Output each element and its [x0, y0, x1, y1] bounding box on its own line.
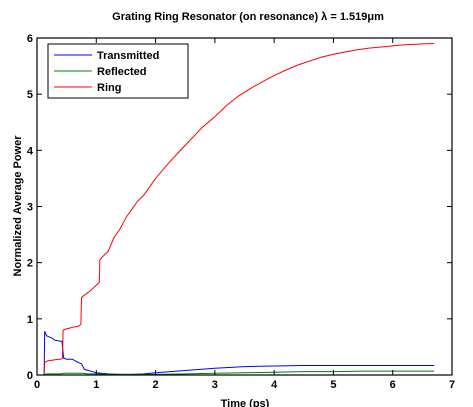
series-line-ring: [37, 43, 435, 376]
x-tick-label: 5: [330, 379, 336, 391]
y-axis-label: Normalized Average Power: [12, 135, 24, 277]
legend-label-ring: Ring: [97, 82, 121, 94]
axes-layer: 0 1 2 3 4 5 6 7 0 1 2 3 4 5 6: [27, 33, 455, 391]
y-tick-label: 5: [27, 89, 33, 101]
y-tick-label: 2: [27, 258, 33, 270]
x-tick-label: 2: [153, 379, 159, 391]
y-tick-label: 1: [27, 314, 33, 326]
chart-title: Grating Ring Resonator (on resonance) λ …: [112, 11, 384, 23]
series-line-transmitted: [37, 331, 435, 376]
legend: Transmitted Reflected Ring: [47, 43, 189, 99]
x-tick-label: 4: [271, 379, 278, 391]
legend-label-reflected: Reflected: [97, 66, 147, 78]
x-axis-label: Time (ps): [221, 398, 270, 407]
x-tick-label: 6: [390, 379, 396, 391]
x-tick-label: 1: [93, 379, 99, 391]
x-tick-label: 0: [34, 379, 40, 391]
y-tick-label: 6: [27, 33, 33, 45]
y-tick-label: 4: [27, 145, 34, 157]
y-tick-label: 3: [27, 202, 33, 214]
x-tick-label: 3: [212, 379, 218, 391]
legend-label-transmitted: Transmitted: [97, 50, 159, 62]
y-tick-label: 0: [27, 370, 33, 382]
x-tick-label: 7: [449, 379, 455, 391]
